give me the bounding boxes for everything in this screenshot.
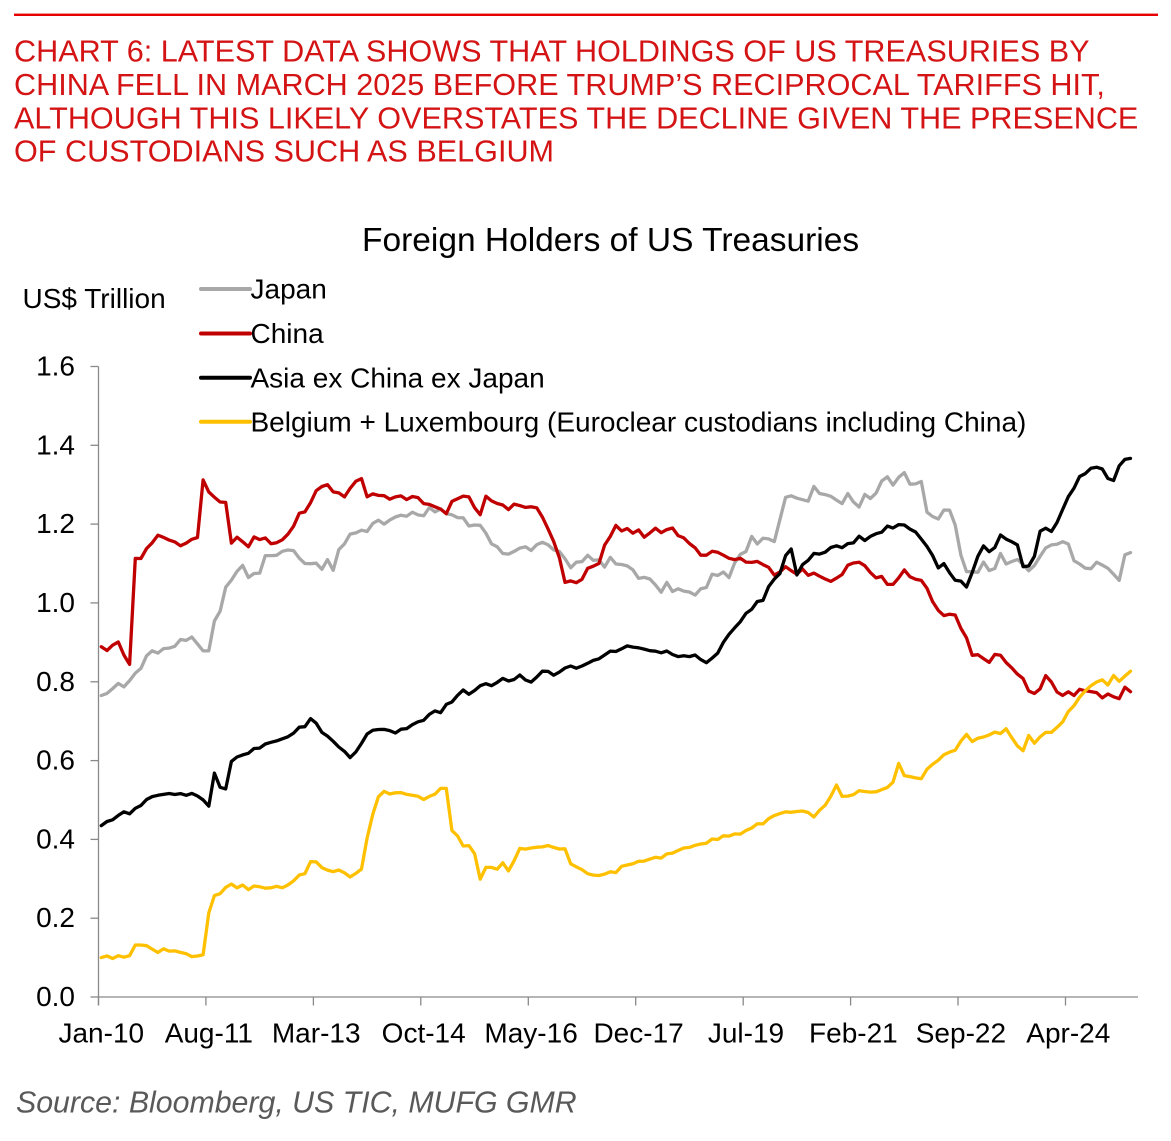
svg-text:ALTHOUGH THIS LIKELY OVERSTATE: ALTHOUGH THIS LIKELY OVERSTATES THE DECL… — [14, 101, 1138, 135]
svg-text:0.0: 0.0 — [36, 981, 75, 1012]
svg-text:Mar-13: Mar-13 — [272, 1018, 361, 1049]
svg-text:Apr-24: Apr-24 — [1026, 1018, 1110, 1049]
svg-text:1.2: 1.2 — [36, 508, 75, 539]
svg-text:1.4: 1.4 — [36, 429, 75, 460]
svg-text:May-16: May-16 — [484, 1018, 577, 1049]
svg-text:Jan-10: Jan-10 — [58, 1018, 144, 1049]
svg-text:OF CUSTODIANS SUCH AS BELGIUM: OF CUSTODIANS SUCH AS BELGIUM — [14, 135, 554, 169]
svg-text:Japan: Japan — [251, 274, 327, 305]
svg-text:US$ Trillion: US$ Trillion — [23, 283, 166, 314]
svg-text:Belgium + Luxembourg (Euroclea: Belgium + Luxembourg (Euroclear custodia… — [251, 407, 1027, 438]
svg-text:0.8: 0.8 — [36, 666, 75, 697]
svg-text:1.6: 1.6 — [36, 351, 75, 382]
svg-text:CHINA FELL IN MARCH 2025 BEFOR: CHINA FELL IN MARCH 2025 BEFORE TRUMP’S … — [14, 68, 1105, 102]
svg-text:Jul-19: Jul-19 — [708, 1018, 784, 1049]
svg-text:Oct-14: Oct-14 — [382, 1018, 466, 1049]
svg-text:Foreign Holders of US Treasuri: Foreign Holders of US Treasuries — [362, 222, 859, 259]
svg-text:Asia ex China ex Japan: Asia ex China ex Japan — [251, 362, 545, 393]
svg-text:Feb-21: Feb-21 — [809, 1018, 898, 1049]
svg-text:Dec-17: Dec-17 — [593, 1018, 683, 1049]
svg-text:Source: Bloomberg, US TIC, MUF: Source: Bloomberg, US TIC, MUFG GMR — [16, 1087, 577, 1120]
svg-text:Sep-22: Sep-22 — [916, 1018, 1006, 1049]
svg-text:Aug-11: Aug-11 — [165, 1018, 253, 1049]
svg-text:China: China — [251, 318, 325, 349]
svg-text:0.4: 0.4 — [36, 823, 75, 854]
svg-text:0.2: 0.2 — [36, 902, 75, 933]
svg-text:1.0: 1.0 — [36, 587, 75, 618]
svg-text:CHART 6: LATEST DATA SHOWS THA: CHART 6: LATEST DATA SHOWS THAT HOLDINGS… — [14, 35, 1090, 69]
svg-text:0.6: 0.6 — [36, 745, 75, 776]
